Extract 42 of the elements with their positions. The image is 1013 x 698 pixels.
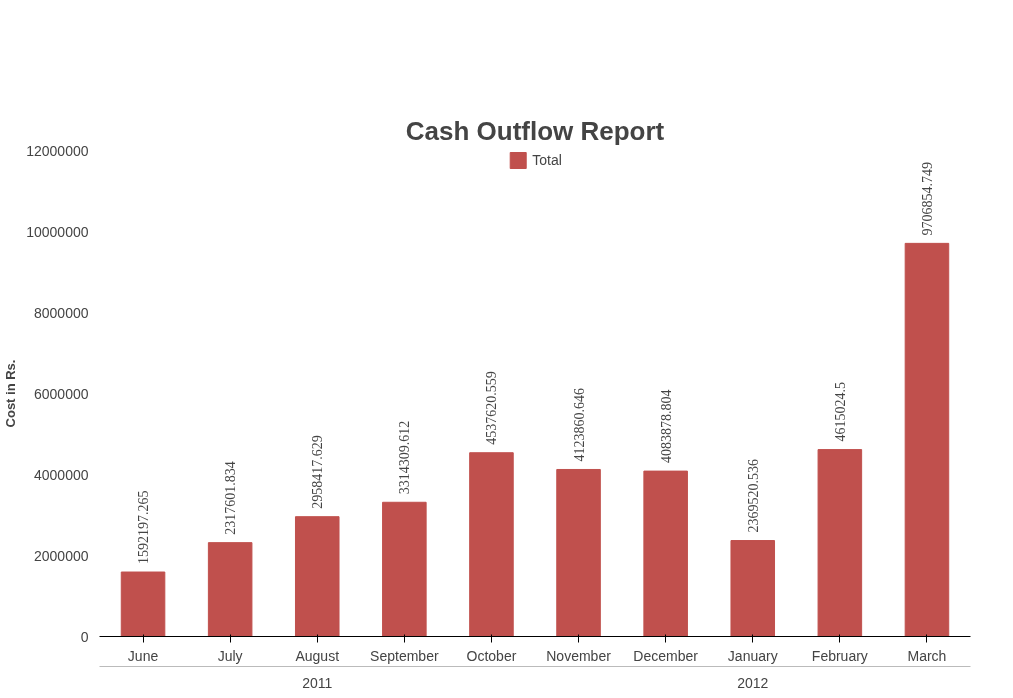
y-axis-title: Cost in Rs.: [3, 359, 19, 428]
data-label: 9706854.749: [919, 161, 935, 236]
data-label: 4083878.804: [658, 389, 674, 464]
bar: [382, 501, 427, 637]
x-tick-label: July: [217, 647, 243, 664]
bar: [469, 452, 514, 637]
bar: [904, 242, 950, 637]
bar: [207, 542, 253, 637]
x-tick-label: December: [633, 647, 699, 664]
y-tick-label: 2000000: [34, 547, 89, 564]
y-tick-label: 0: [80, 628, 89, 645]
text: 2011: [302, 674, 333, 691]
bar: [730, 540, 776, 637]
bar: [120, 571, 166, 637]
data-label: 1592197.265: [136, 490, 152, 565]
x-tick-label: November: [546, 647, 612, 664]
x-tick-label: October: [466, 647, 517, 664]
bar: [556, 468, 601, 637]
x-tick-label: February: [811, 647, 868, 664]
y-tick-label: 10000000: [26, 223, 89, 240]
data-label: 2317601.834: [223, 461, 239, 535]
y-tick-label: 8000000: [34, 304, 89, 321]
data-label: 2369520.536: [745, 459, 761, 533]
chart-title: Cash Outflow Report: [405, 115, 665, 146]
y-tick-label: 6000000: [34, 385, 89, 402]
x-tick-label: January: [727, 647, 778, 664]
legend-label: Total: [532, 152, 562, 168]
x-tick-label: March: [907, 647, 947, 664]
data-label: 2958417.629: [310, 435, 326, 509]
bar: [643, 470, 688, 637]
bar: [294, 516, 340, 637]
x-tick-label: September: [370, 647, 439, 664]
y-tick-label: 4000000: [34, 466, 89, 483]
x-tick-label: August: [295, 647, 340, 664]
y-tick-label: 12000000: [26, 142, 89, 159]
data-label: 4537620.559: [484, 371, 500, 445]
bar: [817, 449, 863, 637]
data-label: 4615024.5: [832, 382, 848, 442]
text: 2012: [737, 674, 769, 691]
data-label: 4123860.646: [571, 387, 587, 462]
x-tick-label: June: [127, 647, 159, 664]
data-label: 3314309.612: [397, 420, 413, 495]
